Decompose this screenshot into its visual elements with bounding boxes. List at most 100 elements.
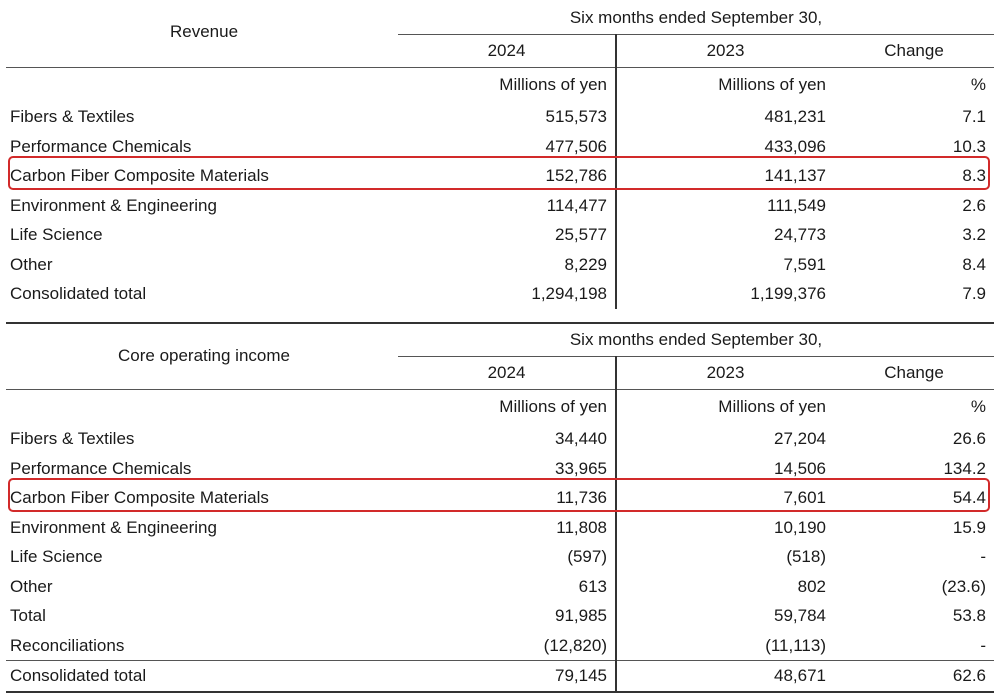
revenue-value-2024: 1,294,198 [398,279,617,309]
revenue-value-2024: 114,477 [398,190,617,220]
income-value-2024: 34,440 [398,424,617,454]
revenue-row-label: Life Science [10,225,103,244]
income-row-label: Performance Chemicals [10,458,192,478]
income-change-value: 15.9 [952,517,986,537]
income-value-2024: 11,736 [398,483,617,513]
income-value-2023: (518) [786,547,826,566]
income-value-2023: 59,784 [774,606,826,625]
revenue-value-2023: 7,591 [783,254,826,274]
revenue-period-header: Six months ended September 30, [398,2,994,35]
income-row-label: Environment & Engineering [10,517,217,537]
revenue-row-label: Fibers & Textiles [10,107,135,126]
income-row: Life Science (597) (518) - [6,542,994,572]
income-year-2024: 2024 [398,356,617,390]
income-row: Reconciliations (12,820) (11,113) - [6,630,994,661]
revenue-value-2024: 8,229 [398,249,617,279]
revenue-row: Fibers & Textiles 515,573 481,231 7.1 [6,102,994,132]
income-row: Total 91,985 59,784 53.8 [6,601,994,631]
income-value-2023: 7,601 [783,488,826,507]
revenue-table: Revenue Six months ended September 30, 2… [6,2,994,309]
revenue-value-2024: 152,786 [398,161,617,191]
income-units-2024: Millions of yen [398,389,617,424]
income-units-row: Millions of yen Millions of yen % [6,389,994,424]
income-row: Environment & Engineering 11,808 10,190 15.… [6,512,994,542]
income-row-label: Reconciliations [10,635,125,655]
income-value-2023: 802 [797,576,826,596]
income-change-value: - [980,635,986,655]
revenue-row: Other 8,229 7,591 8.4 [6,249,994,279]
income-change-header: Change [884,363,944,382]
income-year-row: 2024 2023 Change [6,356,994,390]
revenue-units-change: % [834,67,994,102]
revenue-change-value: 8.4 [962,254,986,274]
revenue-change-header: Change [884,41,944,60]
income-value-2023: 14,506 [774,458,826,478]
income-row-label: Fibers & Textiles [10,429,135,448]
income-units-change: % [834,389,994,424]
income-caption-cell: Core operating income [6,322,398,390]
income-row: Fibers & Textiles 34,440 27,204 26.6 [6,424,994,454]
income-change-value: 134.2 [943,458,986,478]
revenue-row: Performance Chemicals 477,506 433,096 10.3 [6,131,994,161]
income-value-2023: (11,113) [765,635,826,655]
income-change-value: 62.6 [834,660,994,693]
income-row-label: Total [10,606,46,625]
income-table: Core operating income Six months ended S… [6,322,994,693]
income-row-label: Other [10,576,53,596]
income-row-label: Carbon Fiber Composite Materials [10,488,269,507]
revenue-value-2023: 24,773 [774,225,826,244]
income-header-row: Core operating income Six months ended S… [6,322,994,390]
income-change-value: 54.4 [952,488,986,507]
revenue-value-2023: 1,199,376 [750,284,826,303]
income-change-value: (23.6) [941,576,986,596]
revenue-row: Carbon Fiber Composite Materials 152,786 1… [6,161,994,191]
revenue-header-row: Revenue Six months ended September 30, [6,2,994,41]
income-units-2023: Millions of yen [616,389,834,424]
revenue-caption-cell: Revenue [6,2,398,68]
revenue-change-value: 10.3 [952,136,986,156]
revenue-value-2023: 111,549 [767,195,826,215]
revenue-value-2024: 515,573 [398,102,617,132]
income-value-2024: 613 [398,571,617,601]
revenue-change-value: 2.6 [962,195,986,215]
revenue-row: Life Science 25,577 24,773 3.2 [6,220,994,250]
revenue-units-spacer [6,67,398,102]
revenue-change-value: 7.1 [962,107,986,126]
income-year-2023: 2023 [706,363,745,382]
income-row: Consolidated total 79,145 48,671 62.6 [6,660,994,693]
income-change-value: 26.6 [952,429,986,448]
income-row-label: Consolidated total [6,660,398,693]
income-value-2024: 33,965 [398,453,617,483]
revenue-year-2023: 2023 [706,41,745,60]
income-value-2023: 48,671 [616,660,834,693]
income-period-header: Six months ended September 30, [398,322,994,357]
revenue-units-row: Millions of yen Millions of yen % [6,67,994,102]
income-value-2024: 11,808 [398,512,617,542]
income-change-value: - [980,547,986,566]
income-row: Carbon Fiber Composite Materials 11,736 7,… [6,483,994,513]
revenue-row: Environment & Engineering 114,477 111,549 2… [6,190,994,220]
income-units-spacer [6,389,398,424]
revenue-row-label: Environment & Engineering [10,195,217,215]
income-change-value: 53.8 [952,606,986,625]
revenue-value-2023: 141,137 [764,166,826,185]
revenue-value-2024: 477,506 [398,131,617,161]
income-value-2024: (12,820) [398,630,617,661]
income-value-2024: 79,145 [398,660,617,693]
revenue-change-value: 8.3 [962,166,986,185]
revenue-year-2024: 2024 [398,34,617,68]
revenue-units-2024: Millions of yen [398,67,617,102]
income-value-2023: 27,204 [774,429,826,448]
income-value-2023: 10,190 [774,517,826,537]
income-value-2024: 91,985 [398,601,617,631]
revenue-units-2023: Millions of yen [616,67,834,102]
revenue-body: Fibers & Textiles 515,573 481,231 7.1 Perfor… [6,102,994,309]
revenue-row-label: Carbon Fiber Composite Materials [10,166,269,185]
revenue-value-2023: 481,231 [764,107,826,126]
income-row: Performance Chemicals 33,965 14,506 134.2 [6,453,994,483]
revenue-row-label: Consolidated total [10,284,147,303]
revenue-year-row: 2024 2023 Change [6,34,994,68]
income-caption: Core operating income [118,346,290,365]
revenue-change-value: 7.9 [962,284,986,303]
revenue-value-2023: 433,096 [764,136,826,156]
